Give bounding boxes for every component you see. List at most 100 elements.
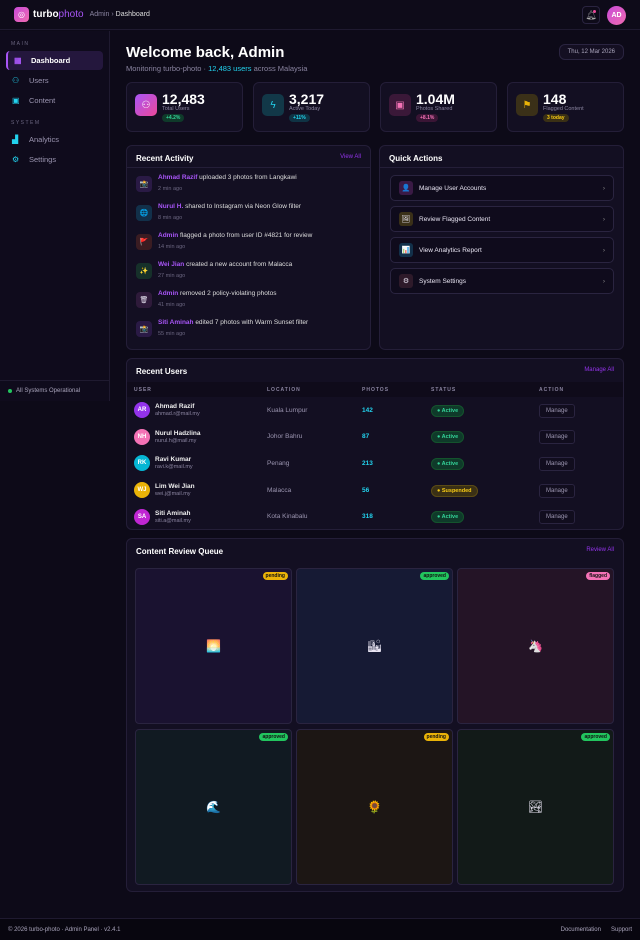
thumbnail-icon: 🌅 bbox=[206, 639, 221, 653]
table-row: NH Nurul Hadzlina nurul.h@mail.my Johor Bah… bbox=[127, 424, 623, 451]
recent-activity-panel: Recent Activity View All 📸 Ahmad Razif up… bbox=[126, 145, 371, 350]
sidebar-item-dashboard[interactable]: ▦ Dashboard bbox=[6, 51, 103, 70]
user-name: Siti Aminah bbox=[155, 509, 191, 517]
view-all-link[interactable]: View All bbox=[340, 154, 361, 160]
status-dot bbox=[8, 388, 12, 393]
status-badge: ● Active bbox=[431, 511, 465, 524]
stats-row: ⚇ 12,483 Total Users +4.2% ϟ 3,217 Active Tod… bbox=[126, 82, 624, 132]
sidebar-section-system: SYSTEM bbox=[11, 120, 41, 126]
stat-total-users: ⚇ 12,483 Total Users +4.2% bbox=[126, 82, 243, 132]
col-location: LOCATION bbox=[267, 382, 362, 397]
status-text: Active bbox=[441, 460, 459, 467]
brand-a: turbo bbox=[33, 9, 59, 20]
sidebar-item-settings[interactable]: ⚙ Settings bbox=[6, 150, 103, 169]
sidebar-item-content[interactable]: ▣ Content bbox=[6, 91, 103, 110]
activity-time: 27 min ago bbox=[158, 273, 186, 279]
manage-button[interactable]: Manage bbox=[539, 510, 575, 525]
crumb-admin[interactable]: Admin bbox=[89, 11, 110, 18]
camera-logo-icon: ◎ bbox=[14, 7, 29, 22]
user-photos: 56 bbox=[362, 486, 370, 494]
user-email: wei.j@mail.my bbox=[155, 491, 191, 498]
footer: © 2026 turbo-photo · Admin Panel · v2.4.… bbox=[0, 918, 640, 940]
activity-user[interactable]: Admin bbox=[158, 290, 179, 297]
grid-icon: ▦ bbox=[14, 56, 22, 65]
stat-label: Total Users bbox=[162, 106, 190, 112]
sidebar-item-users[interactable]: ⚇ Users bbox=[6, 71, 103, 90]
activity-user[interactable]: Admin bbox=[158, 232, 179, 239]
crumb-current: Dashboard bbox=[115, 11, 150, 18]
review-item[interactable]: 🌊 approved bbox=[135, 729, 292, 885]
sidebar-item-analytics[interactable]: ▟ Analytics bbox=[6, 130, 103, 149]
quick-action-button[interactable]: ⚙ System Settings › bbox=[390, 268, 614, 294]
activity-user[interactable]: Wei Jian bbox=[158, 261, 185, 268]
review-item[interactable]: 🏞 approved bbox=[457, 729, 614, 885]
activity-item: 📸 Ahmad Razif uploaded 3 photos from Lang… bbox=[136, 174, 297, 192]
support-link[interactable]: Support bbox=[610, 926, 632, 933]
review-item[interactable]: 🌅 pending bbox=[135, 568, 292, 724]
flag-icon: ⚑ bbox=[516, 94, 538, 116]
col-action: ACTION bbox=[539, 382, 623, 397]
users-icon: ⚇ bbox=[12, 76, 20, 85]
activity-icon: 📸 bbox=[136, 321, 152, 337]
review-status-badge: pending bbox=[262, 572, 288, 580]
image-icon: ▣ bbox=[12, 96, 20, 105]
subtitle-a: Monitoring turbo-photo · bbox=[126, 64, 209, 73]
avatar[interactable]: AD bbox=[607, 6, 626, 25]
status-text: Active bbox=[441, 434, 459, 441]
quick-action-button[interactable]: 🖼 Review Flagged Content › bbox=[390, 206, 614, 232]
stat-value: 12,483 bbox=[162, 91, 205, 107]
quick-action-button[interactable]: 👤 Manage User Accounts › bbox=[390, 175, 614, 201]
quick-action-label: Manage User Accounts bbox=[419, 184, 487, 192]
manage-button[interactable]: Manage bbox=[539, 430, 575, 445]
chevron-right-icon: › bbox=[602, 277, 605, 285]
notifications-button[interactable]: 🔔︎ bbox=[582, 6, 600, 24]
sidebar-item-label: Analytics bbox=[29, 135, 60, 144]
user-avatar: WJ bbox=[134, 482, 150, 499]
sidebar-item-label: Settings bbox=[29, 155, 57, 164]
quick-action-button[interactable]: 📊 View Analytics Report › bbox=[390, 237, 614, 263]
stat-value: 3,217 bbox=[289, 91, 325, 107]
review-item[interactable]: 🦄 flagged bbox=[457, 568, 614, 724]
manage-button[interactable]: Manage bbox=[539, 456, 575, 471]
user-photos: 213 bbox=[362, 459, 373, 467]
activity-time: 41 min ago bbox=[158, 302, 186, 308]
user-location: Kota Kinabalu bbox=[267, 513, 308, 521]
manage-button[interactable]: Manage bbox=[539, 403, 575, 418]
activity-item: 🌐 Nurul H. shared to Instagram via Neon G… bbox=[136, 203, 301, 221]
user-location: Johor Bahru bbox=[267, 433, 303, 441]
activity-text: edited 7 photos with Warm Sunset filter bbox=[193, 319, 309, 326]
stat-delta: +11% bbox=[289, 114, 310, 122]
status-text: Suspended bbox=[441, 487, 472, 494]
user-photos: 87 bbox=[362, 433, 370, 441]
manage-all-link[interactable]: Manage All bbox=[584, 367, 614, 373]
quick-action-icon: ⚙ bbox=[399, 274, 413, 288]
review-item[interactable]: 🌻 pending bbox=[296, 729, 453, 885]
activity-user[interactable]: Siti Aminah bbox=[158, 319, 194, 326]
review-all-link[interactable]: Review All bbox=[586, 547, 614, 553]
stat-label: Flagged Content bbox=[543, 106, 584, 112]
user-avatar: NH bbox=[134, 428, 150, 445]
documentation-link[interactable]: Documentation bbox=[560, 926, 601, 933]
main-content: Welcome back, Admin Monitoring turbo-pho… bbox=[126, 40, 624, 132]
review-item[interactable]: 🏙 approved bbox=[296, 568, 453, 724]
user-email: ravi.k@mail.my bbox=[155, 464, 193, 471]
user-email: nurul.h@mail.my bbox=[155, 437, 197, 444]
status-badge: ● Suspended bbox=[431, 484, 478, 497]
activity-user[interactable]: Ahmad Razif bbox=[158, 174, 198, 181]
review-status-badge: approved bbox=[581, 733, 610, 741]
manage-button[interactable]: Manage bbox=[539, 483, 575, 498]
sidebar-item-label: Content bbox=[29, 96, 56, 105]
activity-user[interactable]: Nurul H. bbox=[158, 203, 184, 210]
review-status-badge: approved bbox=[259, 733, 288, 741]
panel-title: Quick Actions bbox=[389, 154, 443, 163]
sidebar-section-main: MAIN bbox=[11, 41, 30, 47]
bell-icon: 🔔︎ bbox=[585, 9, 597, 20]
stat-flagged-content: ⚑ 148 Flagged Content 3 today bbox=[507, 82, 624, 132]
stat-label: Photos Shared bbox=[416, 106, 453, 112]
date-badge: Thu, 12 Mar 2026 bbox=[558, 44, 624, 60]
user-avatar: RK bbox=[134, 455, 150, 472]
brand[interactable]: turbophoto bbox=[33, 9, 84, 20]
page-subtitle: Monitoring turbo-photo · 12,483 users ac… bbox=[126, 64, 624, 73]
subtitle-users: 12,483 users bbox=[208, 64, 252, 73]
status-text: Active bbox=[441, 407, 459, 414]
